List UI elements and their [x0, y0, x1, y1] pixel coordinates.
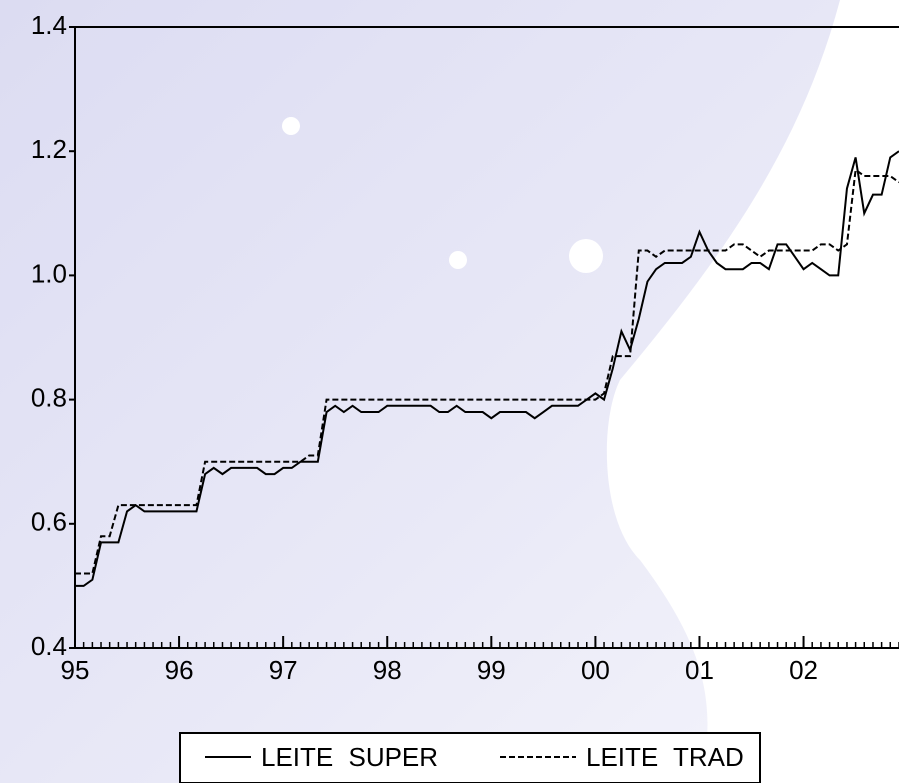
background-spot [569, 239, 603, 273]
y-tick-label: 1.4 [31, 10, 67, 40]
x-tick-label: 00 [581, 655, 610, 685]
x-tick-label: 02 [789, 655, 818, 685]
x-tick-label: 96 [165, 655, 194, 685]
x-tick-label: 99 [477, 655, 506, 685]
y-tick-label: 0.6 [31, 507, 67, 537]
y-tick-label: 1.0 [31, 258, 67, 288]
legend-label: LEITE TRAD [586, 742, 744, 772]
background-spot [282, 117, 300, 135]
x-tick-label: 98 [373, 655, 402, 685]
y-tick-label: 0.8 [31, 382, 67, 412]
chart: 0.40.60.81.01.21.49596979899000102LEITE … [0, 0, 899, 783]
x-tick-label: 97 [269, 655, 298, 685]
background-image [0, 0, 840, 783]
x-tick-label: 01 [685, 655, 714, 685]
legend-label: LEITE SUPER [261, 742, 438, 772]
y-tick-label: 1.2 [31, 134, 67, 164]
background-spot [449, 251, 467, 269]
x-tick-label: 95 [61, 655, 90, 685]
